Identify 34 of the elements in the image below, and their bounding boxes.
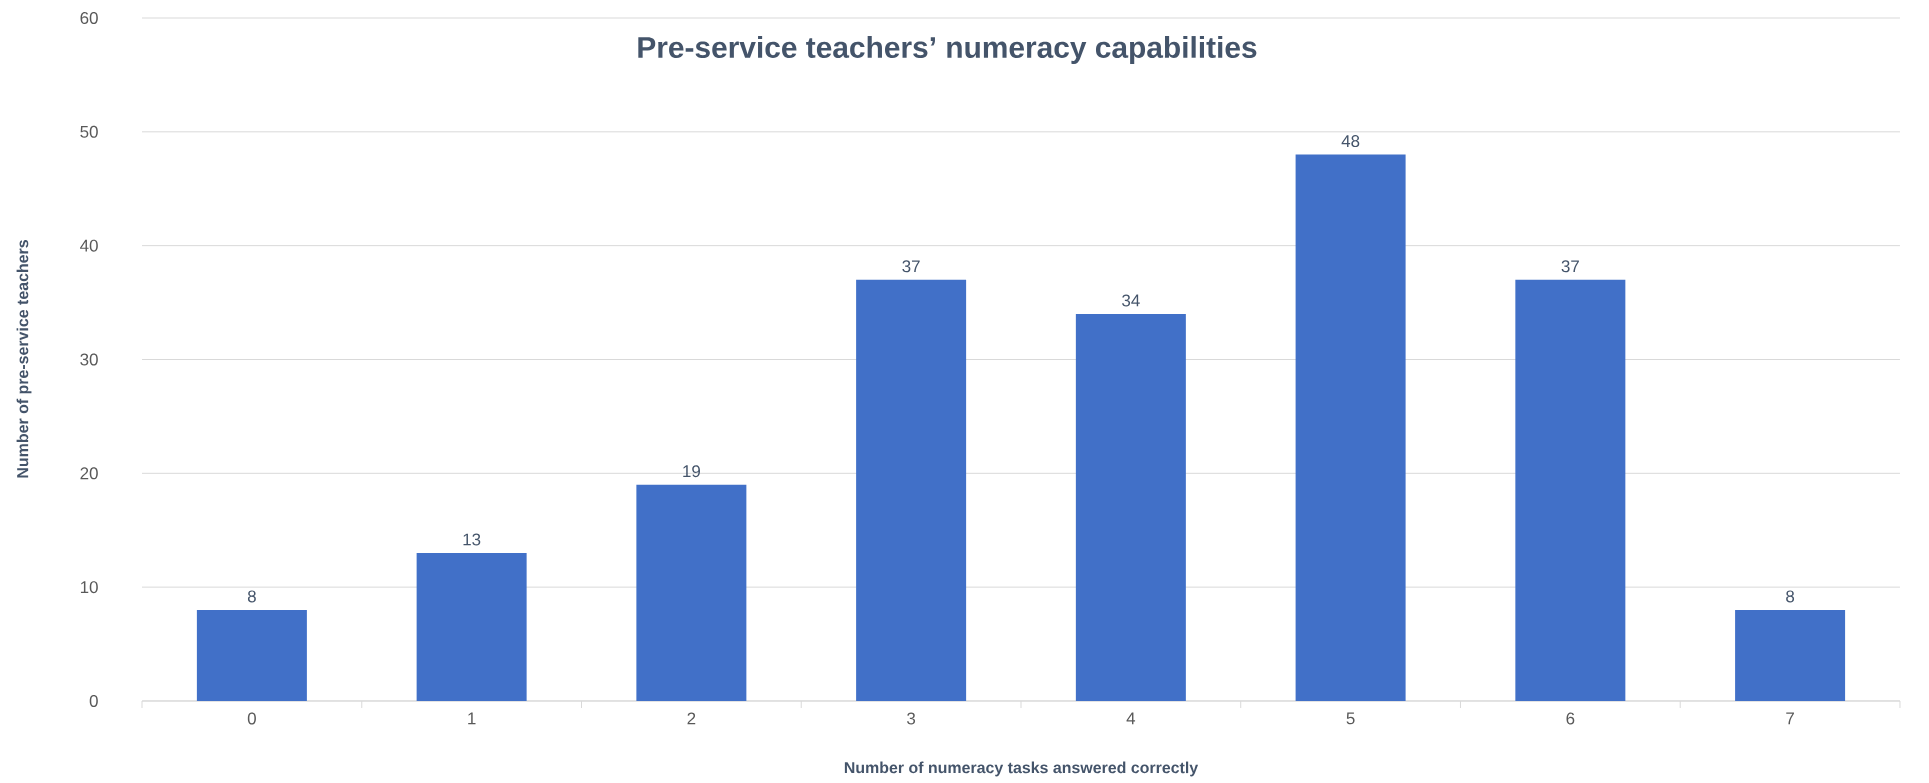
data-label: 19 [683,465,700,478]
data-label: 8 [1786,590,1795,603]
bar [196,609,307,701]
bar [1515,279,1626,701]
data-label: 8 [247,590,256,603]
y-tick-label: 40 [80,239,98,252]
bar [1075,313,1186,701]
y-tick-label: 30 [80,353,98,366]
x-tick-label: 6 [1566,712,1575,725]
y-tick-label: 0 [89,694,98,707]
x-axis-title: Number of numeracy tasks answered correctly [844,761,1199,777]
data-label: 13 [463,533,481,546]
y-tick-label: 20 [80,467,98,480]
x-tick-label: 5 [1346,712,1355,725]
bar [856,279,967,701]
data-label: 34 [1122,294,1140,307]
data-label: 37 [1561,260,1579,273]
y-tick-label: 60 [80,11,98,24]
text: Pre-service teachers’ numeracy capabilities [638,36,1257,64]
x-tick-label: 1 [468,712,476,725]
x-tick-label: 0 [247,712,256,725]
x-tick-label: 2 [687,712,696,725]
data-label: 48 [1341,135,1360,148]
data-label: 37 [902,260,920,273]
bar [416,553,527,701]
bar [636,484,747,701]
x-tick-label: 7 [1786,712,1794,725]
x-tick-label: 3 [907,712,916,725]
bar [1295,154,1406,701]
x-tick-label: 4 [1126,712,1136,725]
y-axis-title: Number of pre-service teachers [16,240,32,478]
y-tick-label: 10 [80,581,98,594]
bar [1735,609,1846,701]
y-tick-label: 50 [80,125,98,138]
